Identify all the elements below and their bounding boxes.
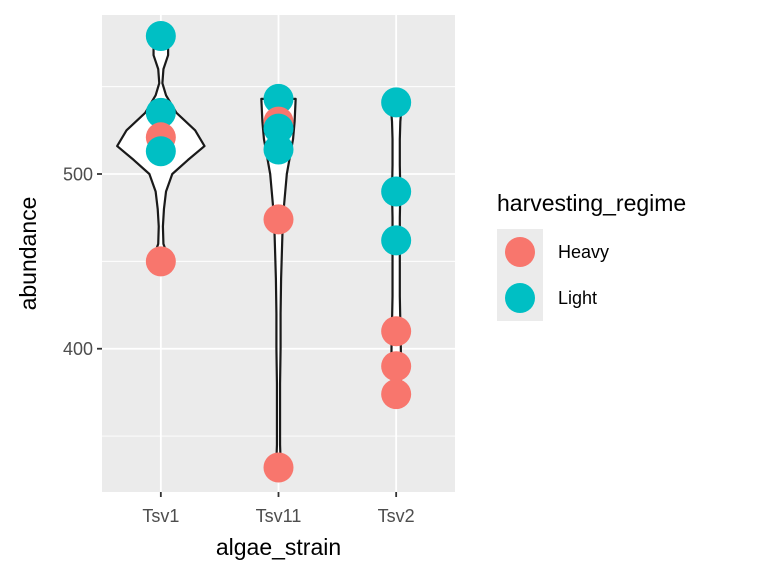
data-point-heavy (381, 351, 412, 382)
data-point-heavy (381, 379, 412, 410)
x-tick-label: Tsv1 (142, 506, 179, 526)
data-point-light (381, 176, 412, 207)
data-point-heavy (263, 204, 294, 235)
legend-label: Heavy (558, 242, 609, 262)
x-tick-label: Tsv2 (378, 506, 415, 526)
y-tick-label: 400 (63, 339, 93, 359)
data-point-light (145, 20, 176, 51)
x-axis: Tsv1 Tsv11 Tsv2 (142, 492, 415, 526)
legend-keys: Heavy Light (497, 229, 609, 321)
data-point-light (381, 225, 412, 256)
y-axis: 400 500 (63, 165, 102, 359)
y-axis-title: abundance (15, 197, 41, 311)
data-point-heavy (381, 316, 412, 347)
legend-title: harvesting_regime (497, 190, 686, 216)
x-tick-label: Tsv11 (256, 506, 302, 526)
data-point-heavy (263, 452, 294, 483)
legend-label: Light (558, 288, 597, 308)
legend-key-heavy (505, 237, 535, 267)
data-point-light (263, 83, 294, 114)
legend-key-light (505, 283, 535, 313)
data-point-light (145, 97, 176, 128)
data-point-light (263, 113, 294, 144)
data-points (145, 20, 412, 483)
legend: harvesting_regime Heavy Light (497, 190, 686, 321)
data-point-light (263, 134, 294, 165)
data-point-light (381, 87, 412, 118)
x-axis-title: algae_strain (216, 534, 341, 560)
data-point-light (145, 136, 176, 167)
data-point-heavy (145, 246, 176, 277)
y-tick-label: 500 (63, 165, 93, 185)
